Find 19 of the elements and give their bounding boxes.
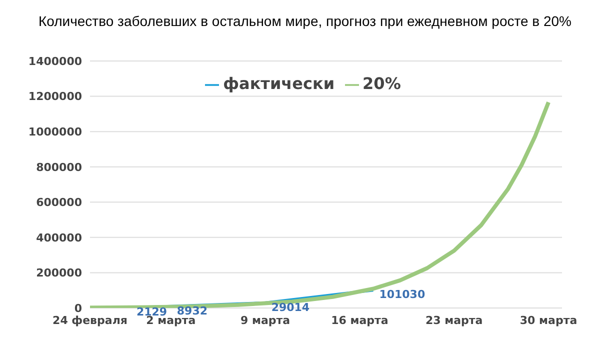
y-tick-label: 1400000 — [28, 54, 82, 68]
x-tick-label: 16 марта — [331, 314, 388, 327]
data-label: 101030 — [379, 288, 426, 302]
y-tick-label: 600000 — [36, 196, 82, 210]
legend-label: 20% — [362, 74, 401, 93]
x-tick-label: 30 марта — [520, 314, 578, 327]
y-tick-label: 0 — [74, 302, 82, 315]
x-tick-label: 23 марта — [425, 314, 483, 327]
chart-title: Количество заболевших в остальном мире, прогноз при ежедневном росте в 20% — [37, 12, 573, 31]
legend-label: фактически — [223, 74, 335, 93]
y-tick-label: 800000 — [36, 160, 82, 174]
data-label: 8932 — [176, 304, 208, 318]
y-tick-label: 200000 — [36, 266, 82, 280]
y-tick-label: 400000 — [36, 231, 82, 244]
x-tick-label: 9 марта — [240, 314, 290, 327]
data-label: 29014 — [271, 300, 310, 314]
y-tick-label: 1200000 — [28, 90, 82, 104]
y-tick-label: 1000000 — [28, 125, 82, 138]
x-tick-label: 24 февраля — [52, 314, 128, 327]
